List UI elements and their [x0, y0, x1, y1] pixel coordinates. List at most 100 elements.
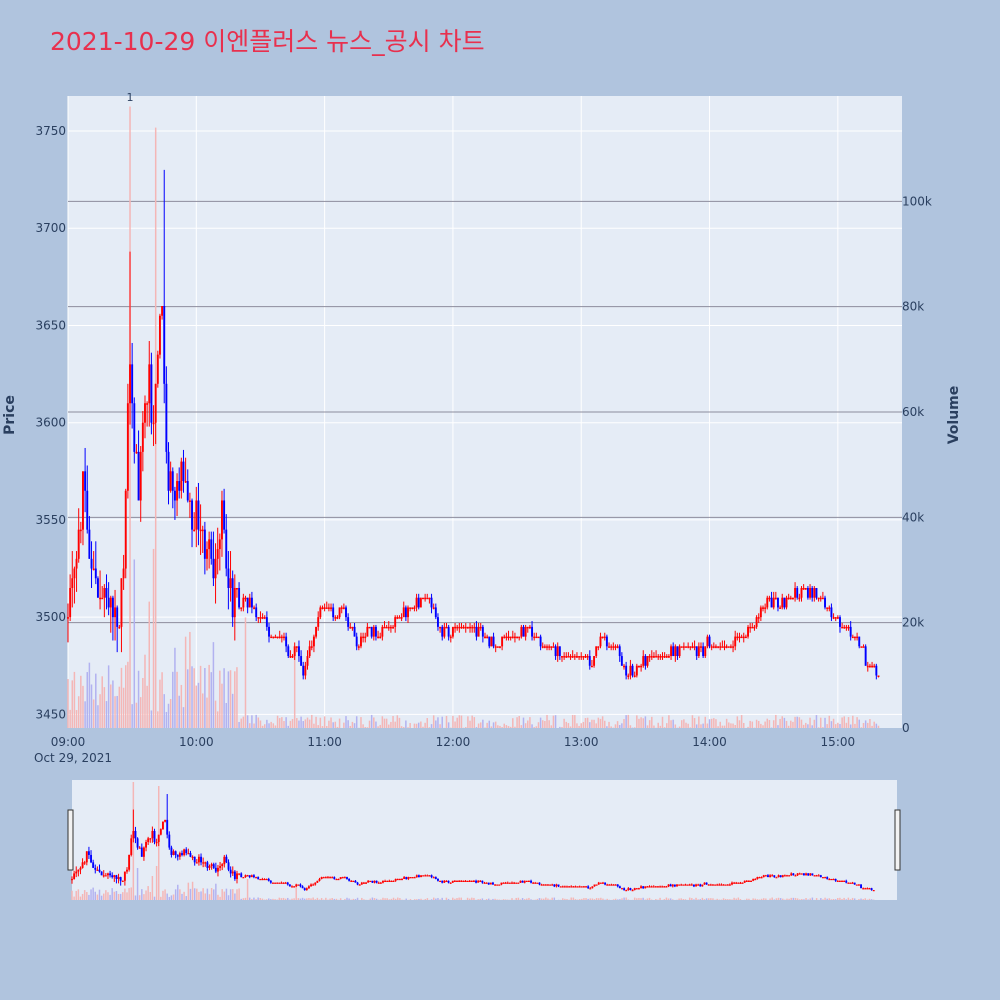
candle-body[interactable] — [381, 626, 384, 637]
candle-body[interactable] — [477, 626, 480, 637]
candle-body[interactable] — [462, 626, 465, 629]
candle-body[interactable] — [404, 607, 407, 618]
candle-body[interactable] — [528, 626, 531, 629]
candle-body[interactable] — [295, 646, 298, 648]
candle-body[interactable] — [191, 500, 193, 530]
candle-body[interactable] — [509, 636, 512, 639]
candle-body[interactable] — [212, 558, 215, 579]
candle-body[interactable] — [603, 636, 606, 639]
candle-body[interactable] — [137, 451, 140, 501]
candle-body[interactable] — [627, 675, 630, 677]
candle-body[interactable] — [513, 636, 516, 639]
candle-body[interactable] — [847, 626, 850, 629]
candle-body[interactable] — [272, 636, 275, 639]
candle-body[interactable] — [526, 626, 529, 629]
candle-body[interactable] — [777, 597, 779, 608]
candle-body[interactable] — [839, 617, 841, 627]
candle-body[interactable] — [238, 587, 241, 608]
candle-body[interactable] — [203, 529, 206, 559]
candle-body[interactable] — [201, 529, 204, 532]
candle-body[interactable] — [550, 646, 553, 648]
candle-body[interactable] — [601, 636, 604, 639]
candle-body[interactable] — [293, 646, 296, 657]
candle-body[interactable] — [781, 597, 784, 608]
candle-body[interactable] — [665, 656, 668, 658]
candle-body[interactable] — [813, 587, 816, 598]
candle-body[interactable] — [804, 587, 807, 590]
candle-body[interactable] — [353, 626, 356, 637]
candle-body[interactable] — [208, 539, 211, 550]
candle-body[interactable] — [400, 617, 403, 619]
candle-body[interactable] — [674, 646, 677, 657]
candle-body[interactable] — [409, 607, 412, 609]
candle-body[interactable] — [700, 646, 702, 648]
candle-body[interactable] — [327, 607, 330, 609]
candle-body[interactable] — [828, 607, 831, 609]
candle-body[interactable] — [240, 607, 243, 609]
candle-body[interactable] — [317, 617, 320, 627]
candle-body[interactable] — [263, 617, 266, 619]
candle-body[interactable] — [84, 471, 87, 491]
candle-body[interactable] — [310, 646, 313, 648]
candle-body[interactable] — [522, 626, 525, 637]
candle-body[interactable] — [186, 481, 189, 501]
candle-body[interactable] — [428, 597, 431, 600]
candle-body[interactable] — [772, 597, 775, 608]
candle-body[interactable] — [370, 626, 373, 637]
candle-body[interactable] — [721, 646, 724, 648]
candle-body[interactable] — [494, 646, 497, 648]
candle-body[interactable] — [573, 656, 576, 658]
candle-body[interactable] — [413, 607, 416, 609]
candle-body[interactable] — [133, 403, 136, 452]
candle-body[interactable] — [479, 626, 482, 629]
candle-body[interactable] — [490, 636, 493, 647]
candle-body[interactable] — [360, 636, 362, 647]
candle-body[interactable] — [565, 656, 568, 658]
candle-body[interactable] — [638, 665, 640, 668]
candle-body[interactable] — [73, 568, 76, 579]
candle-body[interactable] — [533, 636, 536, 639]
candle-body[interactable] — [398, 617, 401, 619]
candle-body[interactable] — [289, 656, 292, 658]
candle-body[interactable] — [90, 558, 93, 569]
candle-body[interactable] — [402, 607, 405, 618]
candle-body[interactable] — [297, 646, 300, 657]
candle-body[interactable] — [663, 656, 666, 658]
range-slider[interactable] — [67, 780, 901, 900]
candle-body[interactable] — [250, 597, 253, 608]
candle-body[interactable] — [244, 597, 247, 600]
candle-body[interactable] — [422, 597, 424, 600]
candle-body[interactable] — [227, 568, 230, 588]
candle-body[interactable] — [368, 626, 371, 629]
candle-body[interactable] — [150, 364, 153, 423]
candle-body[interactable] — [824, 597, 826, 608]
candle-body[interactable] — [764, 607, 767, 609]
candle-body[interactable] — [135, 451, 138, 454]
candle-body[interactable] — [832, 617, 835, 619]
candle-body[interactable] — [334, 617, 337, 619]
candle-body[interactable] — [454, 626, 457, 629]
candle-body[interactable] — [469, 626, 471, 629]
candle-body[interactable] — [447, 626, 450, 637]
candle-body[interactable] — [800, 587, 803, 598]
candle-body[interactable] — [851, 636, 854, 639]
candle-body[interactable] — [253, 607, 256, 609]
candle-body[interactable] — [276, 636, 279, 639]
candle-body[interactable] — [120, 578, 123, 627]
candle-body[interactable] — [706, 636, 709, 647]
candle-body[interactable] — [697, 646, 700, 657]
candle-body[interactable] — [691, 646, 694, 648]
candle-body[interactable] — [759, 607, 762, 618]
candle-body[interactable] — [524, 626, 527, 637]
candle-body[interactable] — [432, 607, 435, 609]
candle-body[interactable] — [740, 636, 743, 639]
candle-body[interactable] — [520, 626, 523, 637]
candle-body[interactable] — [167, 451, 170, 491]
candle-body[interactable] — [845, 626, 848, 629]
candle-body[interactable] — [451, 626, 454, 637]
candle-body[interactable] — [732, 646, 735, 648]
candle-body[interactable] — [357, 646, 360, 648]
candle-body[interactable] — [817, 597, 820, 600]
candle-body[interactable] — [165, 383, 168, 452]
candle-body[interactable] — [853, 636, 856, 639]
